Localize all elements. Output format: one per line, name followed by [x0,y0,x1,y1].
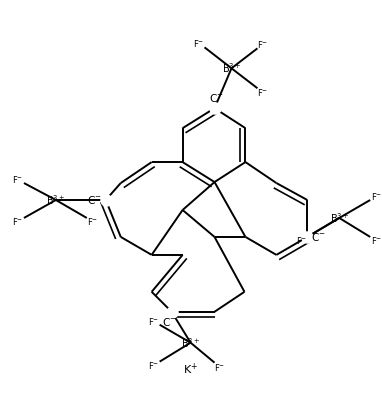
Text: B$^{3+}$: B$^{3+}$ [222,61,241,75]
Text: F$^{-}$: F$^{-}$ [257,38,269,50]
Text: B$^{3+}$: B$^{3+}$ [330,211,349,225]
Text: K$^{+}$: K$^{+}$ [183,362,198,377]
Text: C$^{-}$: C$^{-}$ [162,316,177,328]
Text: F$^{-}$: F$^{-}$ [371,235,382,246]
Text: F$^{-}$: F$^{-}$ [12,174,23,185]
Text: C$^{-}$: C$^{-}$ [87,194,102,206]
Text: F$^{-}$: F$^{-}$ [257,87,269,98]
Text: F$^{-}$: F$^{-}$ [87,216,99,227]
Text: F$^{-}$: F$^{-}$ [214,362,225,372]
Text: F$^{-}$: F$^{-}$ [371,191,382,202]
Text: F$^{-}$: F$^{-}$ [296,235,307,246]
Text: F$^{-}$: F$^{-}$ [193,38,205,48]
Text: B$^{3+}$: B$^{3+}$ [181,336,200,349]
Text: F$^{-}$: F$^{-}$ [148,360,159,371]
Text: C$^{-}$: C$^{-}$ [209,92,224,104]
Text: F$^{-}$: F$^{-}$ [148,316,159,327]
Text: C$^{-}$: C$^{-}$ [311,231,326,243]
Text: F$^{-}$: F$^{-}$ [12,216,23,227]
Text: B$^{3+}$: B$^{3+}$ [46,193,66,207]
